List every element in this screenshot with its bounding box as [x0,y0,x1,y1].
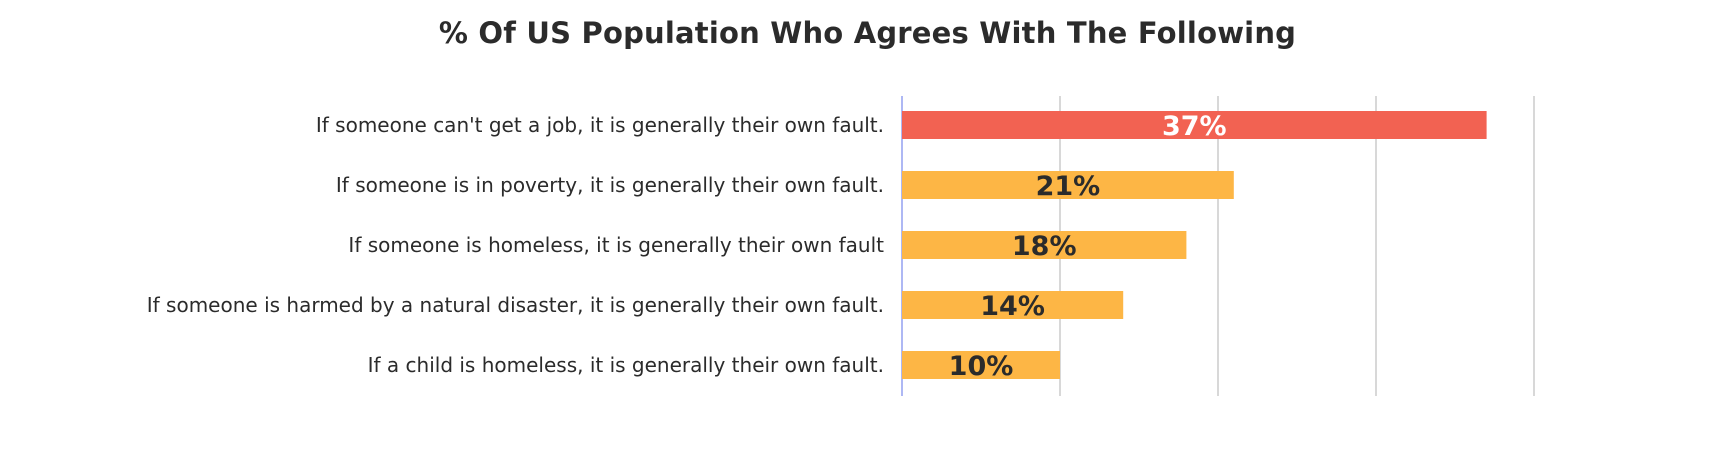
category-label: If someone is homeless, it is generally … [348,233,884,257]
bar [902,231,1187,259]
data-label: 37% [1162,111,1227,142]
category-label: If a child is homeless, it is generally … [368,353,884,377]
bar [902,171,1234,199]
bars [902,111,1487,379]
category-label: If someone can't get a job, it is genera… [316,113,884,137]
bar [902,351,1060,379]
data-label: 21% [1036,171,1101,202]
category-label: If someone is in poverty, it is generall… [336,173,884,197]
data-label: 18% [1012,231,1077,262]
labels: If someone can't get a job, it is genera… [147,111,1227,382]
bar [902,291,1124,319]
category-label: If someone is harmed by a natural disast… [147,293,884,317]
data-label: 10% [949,351,1014,382]
chart-title: % Of US Population Who Agrees With The F… [438,16,1297,50]
bar [902,111,1487,139]
data-label: 14% [980,291,1045,322]
